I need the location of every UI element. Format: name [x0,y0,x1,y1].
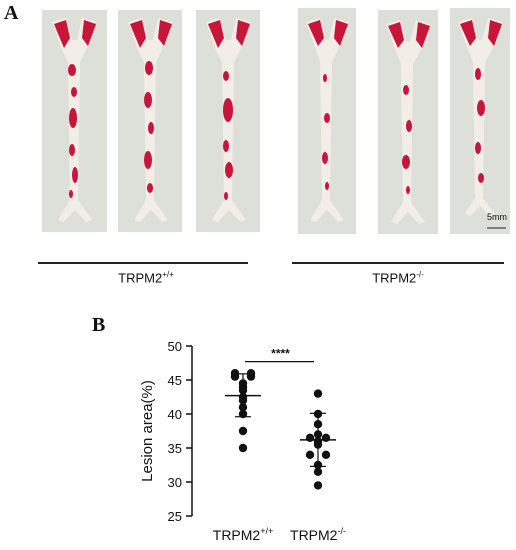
group-label-wt: TRPM2+/+ [38,270,254,285]
aorta-specimen-6 [450,8,510,234]
y-tick-label: 30 [168,475,182,490]
data-point [321,450,331,459]
data-point [305,433,315,442]
y-tick-label: 25 [168,509,182,524]
y-tick-label: 45 [168,373,182,388]
data-point [313,467,323,476]
data-point [313,440,323,449]
y-axis-label: Lesion area(%) [139,380,156,482]
data-point [313,420,323,429]
chart-axes: 25 30 35 40 45 50 Lesion area(%) TRPM2+/+ TRPM2-… [139,339,346,543]
aorta-specimen-2 [118,10,182,232]
data-point [230,372,240,381]
aorta-specimen-3 [196,10,260,232]
data-point [313,389,323,398]
group-label-ko-main: TRPM2 [372,270,417,286]
data-point [246,372,256,381]
scale-bar-label: 5mm [487,212,507,222]
data-point [238,426,248,436]
data-point [238,386,248,395]
data-point [313,481,323,490]
data-point [313,430,323,439]
panel-a-label: A [4,2,19,24]
panel-b-label: B [92,314,106,336]
x-category-label: TRPM2-/- [290,526,346,543]
aorta-specimen-1 [42,10,107,232]
significance-label: **** [271,347,290,361]
chart-marks: **** [225,347,336,490]
x-category-label: TRPM2+/+ [213,526,273,543]
group-label-wt-sup: +/+ [162,270,174,279]
group-line-ko [292,262,504,264]
data-point [321,433,331,442]
data-point [313,460,323,470]
lesion-area-chart: 25 30 35 40 45 50 Lesion area(%) TRPM2+/+ TRPM2-… [139,339,346,543]
data-point [305,450,315,459]
group-label-ko: TRPM2-/- [292,270,504,285]
data-point [238,403,248,412]
y-tick-label: 50 [168,339,182,354]
group-line-wt [38,262,248,264]
group-label-ko-sup: -/- [416,270,424,279]
y-tick-label: 40 [168,407,182,422]
data-point [238,443,248,453]
group-label-wt-main: TRPM2 [118,270,163,286]
data-point [238,409,248,419]
y-tick-label: 35 [168,441,182,456]
data-point [313,409,323,419]
aorta-specimen-4 [298,8,356,234]
data-point [238,396,248,405]
aorta-specimen-5 [378,10,438,234]
